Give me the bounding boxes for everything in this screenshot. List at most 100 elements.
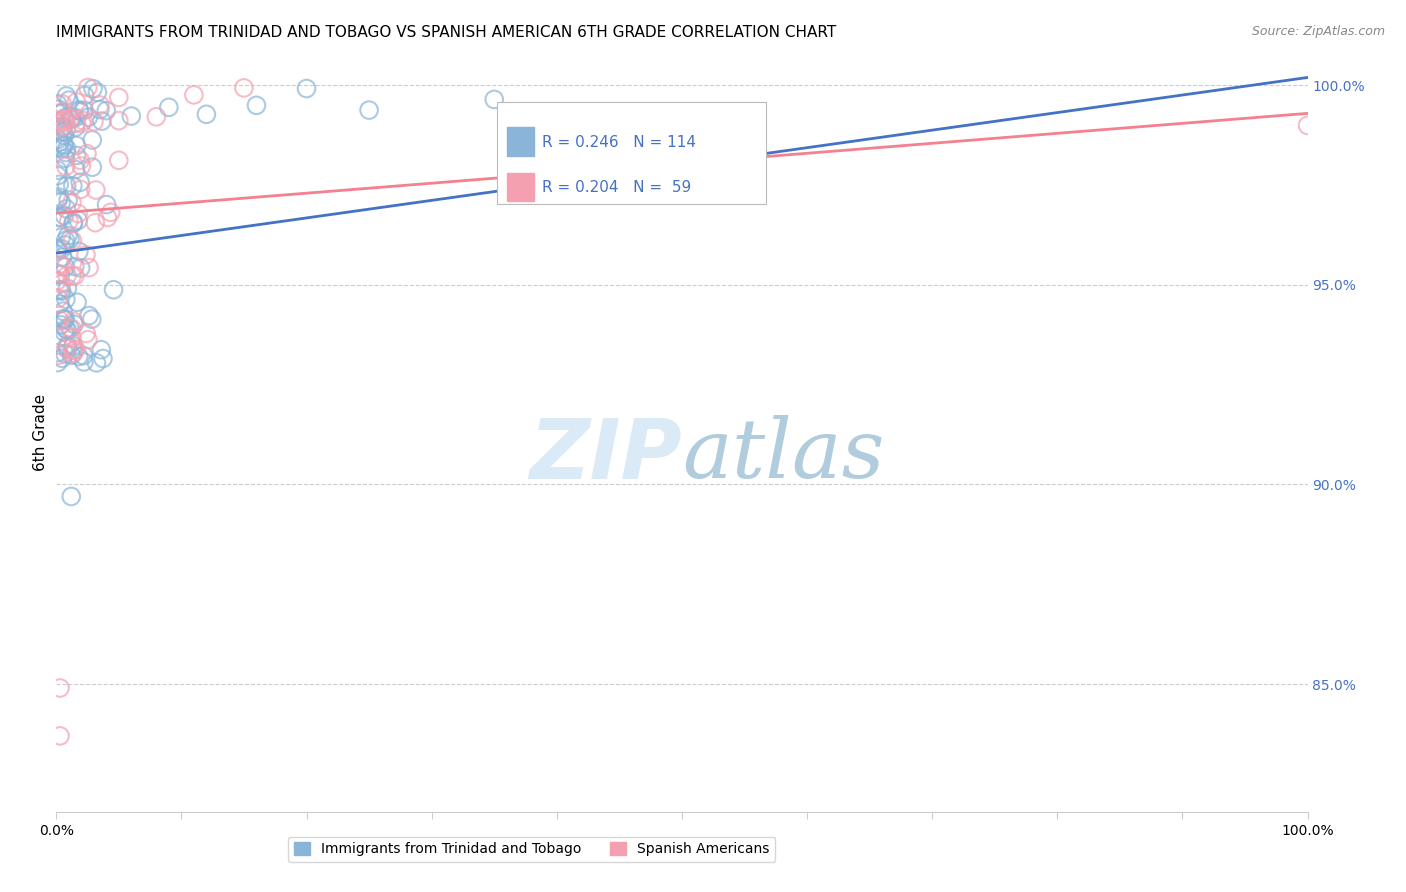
Point [77,110,100,124]
Point [51,194,73,209]
Point [75,248,97,262]
Point [69,104,91,119]
Point [59,232,82,246]
Point [52,120,75,134]
Point [51,230,73,244]
Point [484,92,506,106]
Point [48,313,70,327]
Point [53,347,76,361]
Point [65,343,87,357]
Point [82,81,104,95]
Point [46,163,69,178]
Point [65,95,87,109]
Point [49,284,72,298]
Point [96,103,118,118]
Point [48,102,70,116]
Point [72,349,94,363]
Point [58,214,80,228]
Point [56,228,79,243]
Point [60,348,83,362]
Point [46,291,69,305]
Point [233,81,256,95]
Point [103,283,125,297]
Point [48,283,70,297]
Point [58,93,80,107]
Point [49,211,72,225]
Point [63,317,86,331]
Point [70,159,93,173]
Point [73,88,96,103]
Point [90,343,112,357]
Point [46,114,69,128]
Point [56,323,79,337]
Point [55,115,77,129]
Point [59,112,82,126]
Point [108,113,131,128]
Point [183,87,205,102]
Point [55,292,77,306]
Text: IMMIGRANTS FROM TRINIDAD AND TOBAGO VS SPANISH AMERICAN 6TH GRADE CORRELATION CH: IMMIGRANTS FROM TRINIDAD AND TOBAGO VS S… [56,25,837,40]
Y-axis label: 6th Grade: 6th Grade [32,394,48,471]
Point [84,183,107,197]
Point [60,268,83,283]
Point [108,90,131,104]
Point [62,339,84,353]
Point [55,233,77,247]
Point [53,152,76,166]
Point [89,98,111,112]
Point [55,238,77,252]
Point [70,116,93,130]
Point [55,342,77,356]
Point [51,284,73,298]
Point [195,107,218,121]
Point [66,295,89,310]
Point [69,175,91,189]
Point [60,111,83,125]
Point [48,178,70,192]
Point [65,111,87,125]
Point [96,197,118,211]
Point [77,260,100,275]
Point [65,162,87,177]
Point [49,277,72,291]
Point [86,356,108,370]
Point [96,211,118,225]
Point [51,242,73,256]
Point [46,97,69,112]
Point [100,205,122,219]
Point [91,351,114,366]
Point [55,142,77,156]
Point [53,128,76,143]
Point [46,140,69,154]
Point [65,116,87,130]
Point [56,341,79,355]
Point [69,153,91,168]
Point [82,133,104,147]
Text: ZIP: ZIP [529,415,682,496]
Point [82,160,104,174]
Point [52,311,75,326]
Point [49,268,72,282]
Point [67,206,90,220]
Text: Source: ZipAtlas.com: Source: ZipAtlas.com [1251,25,1385,38]
Point [60,195,83,210]
FancyBboxPatch shape [496,102,766,204]
Point [62,216,84,230]
FancyBboxPatch shape [506,172,534,202]
Point [56,268,79,283]
Point [49,135,72,149]
Point [90,114,112,128]
Point [53,111,76,125]
Point [63,268,86,283]
Point [69,182,91,196]
Point [67,244,90,259]
Text: atlas: atlas [682,416,884,495]
Point [65,120,87,135]
Point [63,343,86,358]
Point [108,153,131,168]
Point [48,192,70,206]
Point [77,80,100,95]
Point [56,281,79,295]
Point [55,122,77,136]
Point [52,260,75,274]
